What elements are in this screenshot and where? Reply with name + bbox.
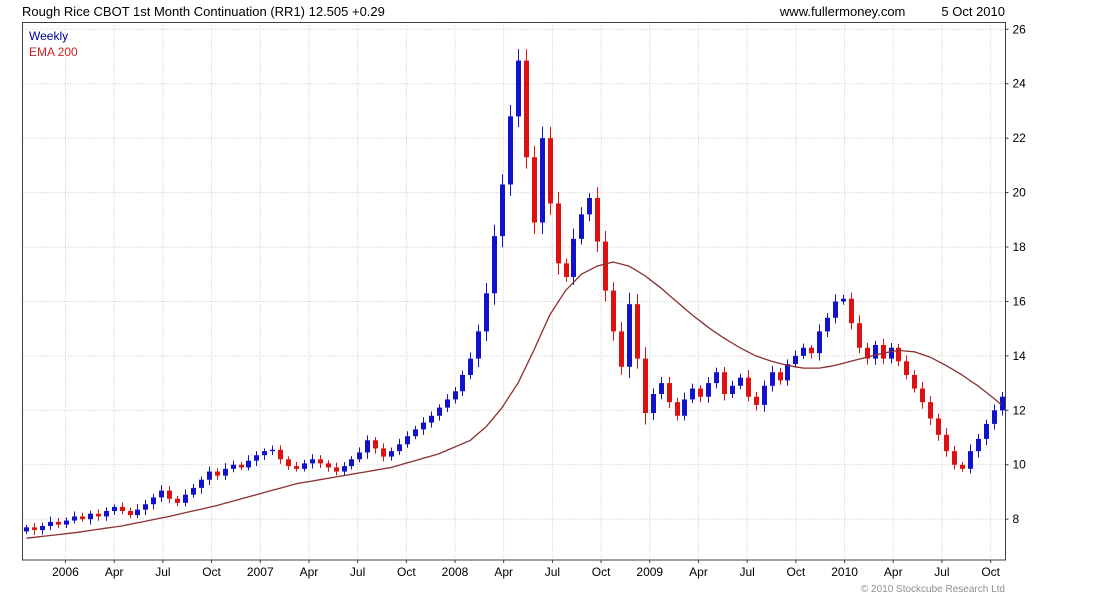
svg-text:26: 26 (1013, 22, 1027, 36)
svg-text:Jul: Jul (739, 565, 754, 579)
svg-text:2006: 2006 (52, 565, 79, 579)
axis-tick-labels: 2006 Apr Jul Oct 2007 Apr Jul Oct 2008 Apr Jul Oct 2… (52, 22, 1026, 579)
legend-weekly-label: Weekly (29, 29, 69, 43)
candle-series (24, 49, 1005, 535)
svg-text:Oct: Oct (202, 565, 221, 579)
svg-text:2010: 2010 (831, 565, 858, 579)
svg-text:2009: 2009 (636, 565, 663, 579)
svg-text:12: 12 (1013, 403, 1027, 417)
chart-header-right: www.fullermoney.com 5 Oct 2010 (780, 4, 1005, 19)
svg-text:Oct: Oct (397, 565, 416, 579)
svg-text:20: 20 (1013, 186, 1027, 200)
svg-text:24: 24 (1013, 77, 1027, 91)
svg-text:22: 22 (1013, 131, 1027, 145)
svg-text:Apr: Apr (689, 565, 708, 579)
chart-title: Rough Rice CBOT 1st Month Continuation (… (22, 4, 385, 19)
svg-text:Apr: Apr (300, 565, 319, 579)
date-label: 5 Oct 2010 (941, 4, 1005, 19)
svg-text:Jul: Jul (934, 565, 949, 579)
svg-text:Oct: Oct (981, 565, 1000, 579)
svg-text:16: 16 (1013, 294, 1027, 308)
gridlines (22, 22, 1006, 560)
svg-text:14: 14 (1013, 349, 1027, 363)
svg-text:Jul: Jul (350, 565, 365, 579)
svg-text:Jul: Jul (155, 565, 170, 579)
svg-text:Oct: Oct (592, 565, 611, 579)
svg-text:10: 10 (1013, 458, 1027, 472)
ema-line (26, 261, 1002, 539)
legend-ema-label: EMA 200 (29, 45, 78, 59)
svg-text:18: 18 (1013, 240, 1027, 254)
fullermoney-watermark: www.fullermoney.com (779, 4, 906, 19)
chart-header: Rough Rice CBOT 1st Month Continuation (… (22, 4, 1005, 19)
svg-text:8: 8 (1013, 512, 1020, 526)
svg-text:Oct: Oct (786, 565, 805, 579)
svg-text:2007: 2007 (247, 565, 274, 579)
copyright-label: © 2010 Stockcube Research Ltd (860, 584, 1005, 595)
svg-text:Apr: Apr (884, 565, 903, 579)
plot-border (22, 22, 1009, 563)
chart-legend: Weekly EMA 200 (29, 28, 78, 60)
svg-text:Apr: Apr (494, 565, 513, 579)
svg-text:2008: 2008 (442, 565, 469, 579)
svg-text:Jul: Jul (545, 565, 560, 579)
svg-text:Apr: Apr (105, 565, 124, 579)
